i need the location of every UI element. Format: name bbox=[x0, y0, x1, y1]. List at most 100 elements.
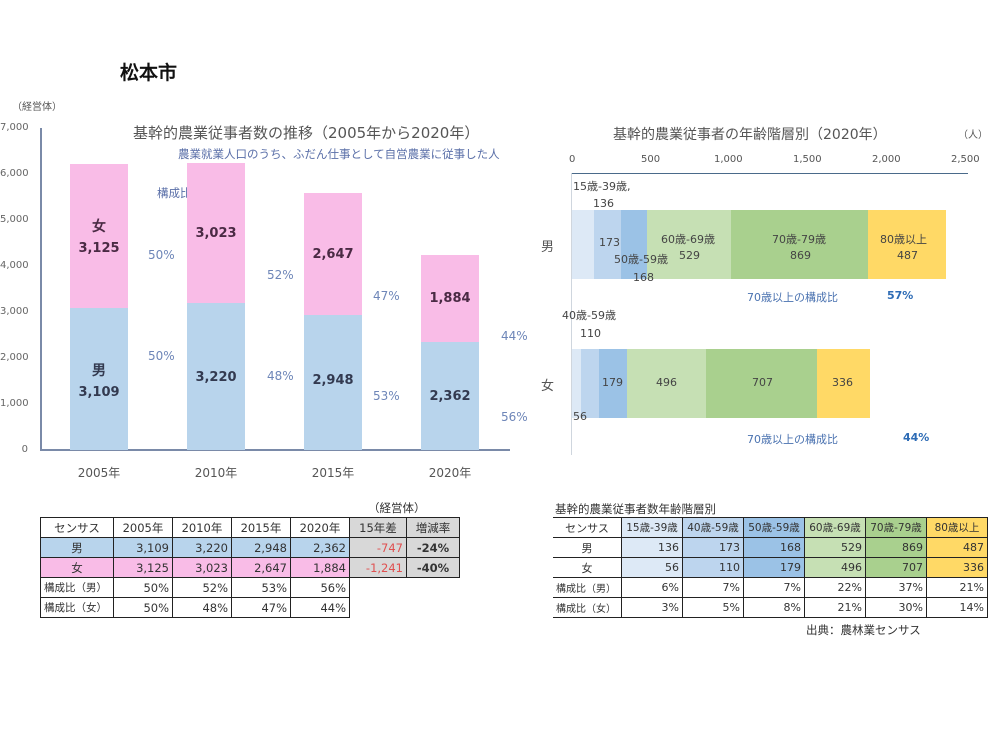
bar-value: 2,647 bbox=[312, 247, 354, 262]
annotation-value: 44% bbox=[903, 431, 930, 444]
segment-label: 15歳-39歳, bbox=[573, 180, 631, 193]
y-tick: 0 bbox=[21, 444, 28, 455]
source-note: 出典：農林業センサス bbox=[806, 623, 921, 637]
bar-segment-male: 2,362 bbox=[421, 342, 479, 450]
segment-80-plus bbox=[817, 349, 870, 418]
bar-segment-female: 女 3,125 bbox=[70, 164, 128, 308]
header-cell: 2005年 bbox=[113, 517, 173, 538]
x-axis-line bbox=[572, 173, 968, 174]
table-title: 基幹的農業従事者数年齢階層別 bbox=[555, 502, 716, 516]
x-tick: 0 bbox=[569, 154, 576, 165]
segment-15-39 bbox=[572, 210, 594, 279]
cell: 173 bbox=[682, 537, 744, 558]
segment-value: 136 bbox=[593, 197, 614, 210]
header-cell: センサス bbox=[40, 517, 114, 538]
cell: 3% bbox=[621, 597, 683, 618]
annotation-label: 70歳以上の構成比 bbox=[747, 433, 838, 446]
header-cell: 2020年 bbox=[290, 517, 350, 538]
annotation-label: 70歳以上の構成比 bbox=[747, 291, 838, 304]
table-row: 女 3,125 3,023 2,647 1,884 -1,241 -40% bbox=[40, 557, 460, 578]
cell: 1,884 bbox=[290, 557, 350, 578]
x-axis-unit: （人） bbox=[958, 130, 988, 141]
share-female: 47% bbox=[373, 289, 400, 303]
segment-value: 173 bbox=[599, 236, 620, 249]
table-row: 構成比（男） 50% 52% 53% 56% bbox=[40, 577, 460, 598]
cell: 5% bbox=[682, 597, 744, 618]
header-cell: 50歳-59歳 bbox=[743, 517, 805, 538]
segment-50-59 bbox=[599, 349, 627, 418]
y-tick: 1,000 bbox=[0, 398, 29, 409]
table-row: 女 56 110 179 496 707 336 bbox=[553, 557, 988, 578]
empty-cell bbox=[350, 578, 407, 598]
cell: 56% bbox=[290, 577, 350, 598]
x-tick: 2,000 bbox=[872, 154, 901, 165]
segment-value: 496 bbox=[656, 376, 677, 389]
chart-title: 基幹的農業従事者の年齢階層別（2020年） bbox=[613, 127, 887, 143]
cell: 7% bbox=[743, 577, 805, 598]
row-label: 構成比（女） bbox=[40, 597, 114, 618]
segment-value: 529 bbox=[679, 249, 700, 262]
row-label: 男 bbox=[40, 537, 114, 558]
share-female: 52% bbox=[267, 268, 294, 282]
row-label: 構成比（女） bbox=[553, 597, 622, 618]
cell: 336 bbox=[926, 557, 988, 578]
cell: 136 bbox=[621, 537, 683, 558]
share-male: 53% bbox=[373, 389, 400, 403]
cell: 707 bbox=[865, 557, 927, 578]
header-cell: 60歳-69歳 bbox=[804, 517, 866, 538]
x-axis-line bbox=[40, 449, 510, 451]
x-label: 2010年 bbox=[194, 466, 238, 480]
row-label: 構成比（男） bbox=[40, 577, 114, 598]
category-label-female: 女 bbox=[541, 379, 555, 394]
empty-cell bbox=[407, 578, 460, 598]
segment-60-69 bbox=[627, 349, 706, 418]
bar-value: 2,362 bbox=[429, 389, 471, 404]
cell: 487 bbox=[926, 537, 988, 558]
cell: 48% bbox=[172, 597, 232, 618]
rate-cell: -40% bbox=[406, 557, 460, 578]
x-tick: 1,500 bbox=[793, 154, 822, 165]
chart-title-text: 基幹的農業従事者数の推移（2005年から2020年） bbox=[133, 124, 480, 142]
bar-value: 3,023 bbox=[195, 226, 237, 241]
cell: 47% bbox=[231, 597, 291, 618]
chart-title: 基幹的農業従事者数の推移（2005年から2020年） bbox=[133, 122, 479, 143]
share-male: 48% bbox=[267, 369, 294, 383]
diff-cell: -747 bbox=[349, 537, 407, 558]
cell: 52% bbox=[172, 577, 232, 598]
cell: 3,109 bbox=[113, 537, 173, 558]
table-row: 構成比（女） 3% 5% 8% 21% 30% 14% bbox=[553, 597, 988, 618]
cell: 110 bbox=[682, 557, 744, 578]
segment-70-79 bbox=[706, 349, 817, 418]
table-row: 男 136 173 168 529 869 487 bbox=[553, 537, 988, 558]
share-male: 56% bbox=[501, 410, 528, 424]
cell: 3,023 bbox=[172, 557, 232, 578]
cell: 14% bbox=[926, 597, 988, 618]
y-axis-line bbox=[40, 128, 42, 451]
segment-label: 80歳以上 bbox=[880, 233, 927, 246]
cell: 8% bbox=[743, 597, 805, 618]
y-tick: 5,000 bbox=[0, 214, 29, 225]
segment-value: 707 bbox=[752, 376, 773, 389]
x-tick: 1,000 bbox=[714, 154, 743, 165]
segment-70-79 bbox=[731, 210, 868, 279]
cell: 50% bbox=[113, 577, 173, 598]
segment-value: 487 bbox=[897, 249, 918, 262]
share-male: 50% bbox=[148, 349, 175, 363]
x-tick: 500 bbox=[641, 154, 661, 165]
header-cell: 15年差 bbox=[349, 517, 407, 538]
cell: 37% bbox=[865, 577, 927, 598]
segment-value: 56 bbox=[573, 410, 587, 423]
cell: 30% bbox=[865, 597, 927, 618]
bar-value: 2,948 bbox=[312, 373, 354, 388]
cell: 22% bbox=[804, 577, 866, 598]
page-title: 松本市 bbox=[120, 62, 178, 84]
category-axis-line bbox=[571, 173, 572, 455]
y-tick: 2,000 bbox=[0, 352, 29, 363]
row-label: 男 bbox=[553, 537, 622, 558]
cell: 2,362 bbox=[290, 537, 350, 558]
cell: 2,647 bbox=[231, 557, 291, 578]
cell: 44% bbox=[290, 597, 350, 618]
table-row: 構成比（男） 6% 7% 7% 22% 37% 21% bbox=[553, 577, 988, 598]
table-header-row: センサス 15歳-39歳 40歳-59歳 50歳-59歳 60歳-69歳 70歳… bbox=[553, 517, 988, 538]
cell: 529 bbox=[804, 537, 866, 558]
